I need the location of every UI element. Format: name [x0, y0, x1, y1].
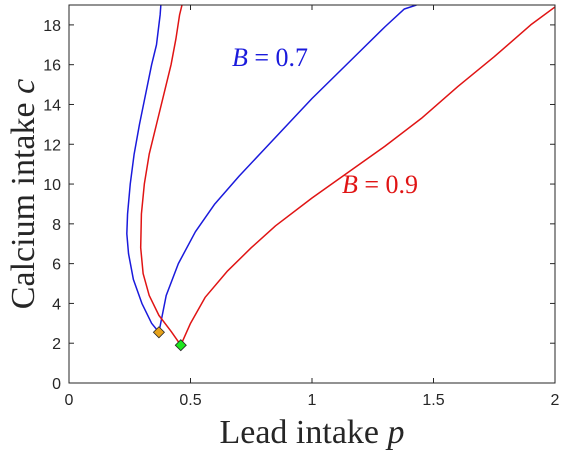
series-label-var: B: [232, 43, 248, 72]
axes-box: [68, 4, 556, 384]
diamond-marker-0: [152, 326, 165, 339]
x-tick-label: 0: [65, 392, 74, 409]
series-line-1-branch-0: [139, 5, 183, 346]
diamond-marker-1: [174, 339, 187, 352]
plot-area: [126, 5, 555, 352]
x-axis-label-var: p: [386, 414, 405, 451]
y-tick-label: 10: [43, 177, 61, 194]
series-label-1: B = 0.9: [342, 170, 418, 199]
series-label-rest: = 0.7: [248, 43, 308, 72]
y-tick-label: 4: [52, 296, 61, 313]
y-tick-label: 0: [52, 376, 61, 393]
x-axis-label-text: Lead intake: [219, 414, 387, 451]
y-tick-label: 8: [52, 217, 61, 234]
y-axis-label-var: c: [5, 79, 42, 94]
series-label-var: B: [342, 170, 358, 199]
y-tick-label: 16: [43, 58, 61, 75]
axes: 0 0.5 1 1.5 2 0 2 4 6 8 10 12 14 16 18: [43, 4, 560, 409]
y-tick-label: 2: [52, 336, 61, 353]
curves-group: [126, 5, 555, 346]
x-axis-label: Lead intake p: [219, 414, 404, 451]
series-line-1-branch-1: [180, 6, 555, 346]
y-tick-label: 18: [43, 18, 61, 35]
y-tick-label: 14: [43, 97, 61, 114]
y-axis-label-text: Calcium intake: [5, 94, 42, 309]
series-label-0: B = 0.7: [232, 43, 308, 72]
x-tick-label: 1.5: [422, 392, 444, 409]
series-line-0-branch-1: [158, 5, 417, 333]
y-tick-label: 6: [52, 257, 61, 274]
series-label-rest: = 0.9: [358, 170, 418, 199]
x-tick-label: 0.5: [179, 392, 201, 409]
series-line-0-branch-0: [126, 5, 162, 333]
y-tick-label: 12: [43, 137, 61, 154]
x-tick-label: 2: [551, 392, 560, 409]
y-axis-label: Calcium intake c: [5, 79, 42, 309]
x-tick-label: 1: [308, 392, 317, 409]
